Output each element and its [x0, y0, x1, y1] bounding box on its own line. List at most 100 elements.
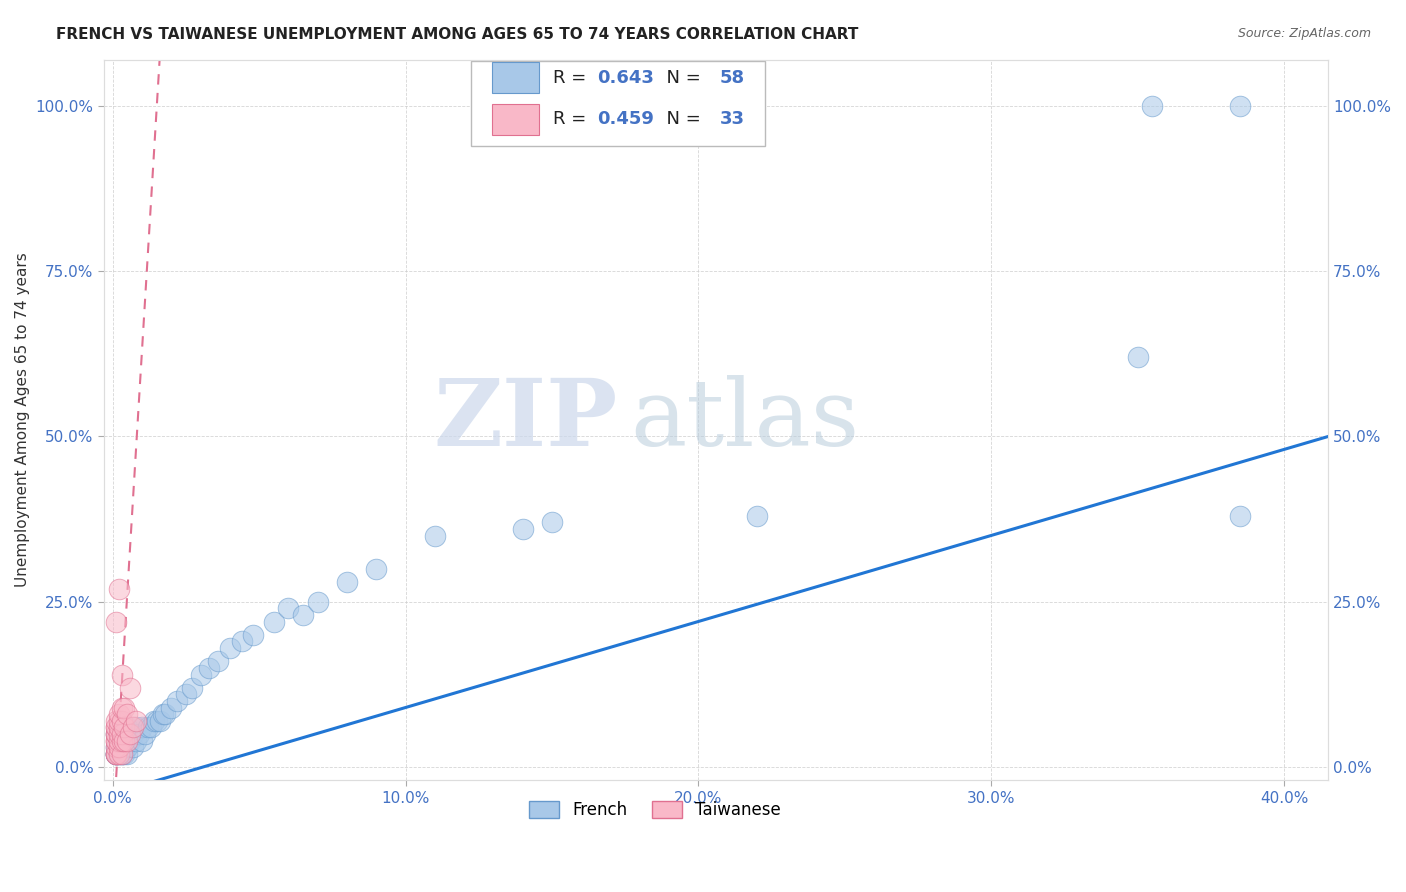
- Text: 58: 58: [720, 69, 745, 87]
- Point: [107, 740, 129, 755]
- Text: R =: R =: [553, 111, 592, 128]
- Point: [277, 601, 299, 615]
- Point: [107, 747, 129, 761]
- Point: [110, 733, 132, 747]
- Point: [128, 727, 150, 741]
- Point: [1126, 350, 1149, 364]
- Point: [110, 727, 132, 741]
- Point: [107, 720, 129, 734]
- Legend: French, Taiwanese: French, Taiwanese: [522, 795, 787, 826]
- FancyBboxPatch shape: [492, 62, 538, 93]
- Point: [107, 727, 129, 741]
- Point: [107, 747, 129, 761]
- Text: 0.459: 0.459: [598, 111, 654, 128]
- Point: [131, 733, 153, 747]
- Point: [122, 720, 145, 734]
- Text: R =: R =: [553, 69, 592, 87]
- Point: [110, 747, 132, 761]
- Point: [541, 516, 564, 530]
- Point: [104, 747, 127, 761]
- Point: [166, 694, 188, 708]
- Point: [107, 747, 129, 761]
- Point: [125, 720, 148, 734]
- Point: [142, 714, 165, 728]
- Point: [219, 641, 242, 656]
- Point: [1229, 508, 1251, 523]
- Point: [104, 747, 127, 761]
- Point: [1142, 99, 1164, 113]
- Point: [231, 634, 253, 648]
- Point: [117, 720, 139, 734]
- Point: [180, 681, 202, 695]
- Point: [110, 714, 132, 728]
- Point: [107, 707, 129, 722]
- Point: [114, 733, 136, 747]
- Text: 0.643: 0.643: [598, 69, 654, 87]
- Point: [117, 747, 139, 761]
- Point: [174, 687, 197, 701]
- Text: Source: ZipAtlas.com: Source: ZipAtlas.com: [1237, 27, 1371, 40]
- Point: [120, 727, 142, 741]
- Point: [114, 747, 136, 761]
- Point: [139, 720, 162, 734]
- Point: [117, 733, 139, 747]
- Point: [110, 740, 132, 755]
- Point: [107, 714, 129, 728]
- Point: [104, 747, 127, 761]
- Point: [104, 727, 127, 741]
- Point: [110, 747, 132, 761]
- Point: [104, 733, 127, 747]
- Point: [207, 654, 229, 668]
- Point: [104, 720, 127, 734]
- Point: [125, 733, 148, 747]
- Point: [122, 740, 145, 755]
- Point: [1229, 99, 1251, 113]
- Point: [110, 747, 132, 761]
- Point: [107, 740, 129, 755]
- Point: [198, 661, 221, 675]
- Point: [120, 681, 142, 695]
- FancyBboxPatch shape: [492, 104, 538, 135]
- Point: [107, 582, 129, 596]
- Point: [114, 740, 136, 755]
- Point: [114, 727, 136, 741]
- Point: [104, 720, 127, 734]
- Point: [134, 727, 156, 741]
- Y-axis label: Unemployment Among Ages 65 to 74 years: Unemployment Among Ages 65 to 74 years: [15, 252, 30, 587]
- Point: [160, 700, 183, 714]
- Point: [104, 747, 127, 761]
- Point: [745, 508, 768, 523]
- Point: [136, 720, 159, 734]
- Text: atlas: atlas: [630, 375, 859, 465]
- Text: FRENCH VS TAIWANESE UNEMPLOYMENT AMONG AGES 65 TO 74 YEARS CORRELATION CHART: FRENCH VS TAIWANESE UNEMPLOYMENT AMONG A…: [56, 27, 859, 42]
- Point: [104, 747, 127, 761]
- Point: [512, 522, 534, 536]
- Point: [104, 747, 127, 761]
- Point: [366, 562, 388, 576]
- Point: [104, 727, 127, 741]
- Text: 33: 33: [720, 111, 745, 128]
- Point: [307, 595, 329, 609]
- Point: [131, 720, 153, 734]
- Point: [110, 700, 132, 714]
- Point: [336, 574, 359, 589]
- Point: [107, 733, 129, 747]
- Point: [125, 714, 148, 728]
- Point: [145, 714, 167, 728]
- Point: [114, 720, 136, 734]
- Point: [152, 707, 174, 722]
- Point: [104, 740, 127, 755]
- Point: [104, 615, 127, 629]
- Point: [110, 667, 132, 681]
- Point: [104, 714, 127, 728]
- Text: ZIP: ZIP: [434, 375, 619, 465]
- Point: [104, 747, 127, 761]
- Text: N =: N =: [655, 69, 706, 87]
- Point: [423, 529, 446, 543]
- Point: [120, 733, 142, 747]
- FancyBboxPatch shape: [471, 61, 765, 146]
- Point: [114, 700, 136, 714]
- Point: [104, 727, 127, 741]
- Point: [190, 667, 212, 681]
- Point: [149, 714, 172, 728]
